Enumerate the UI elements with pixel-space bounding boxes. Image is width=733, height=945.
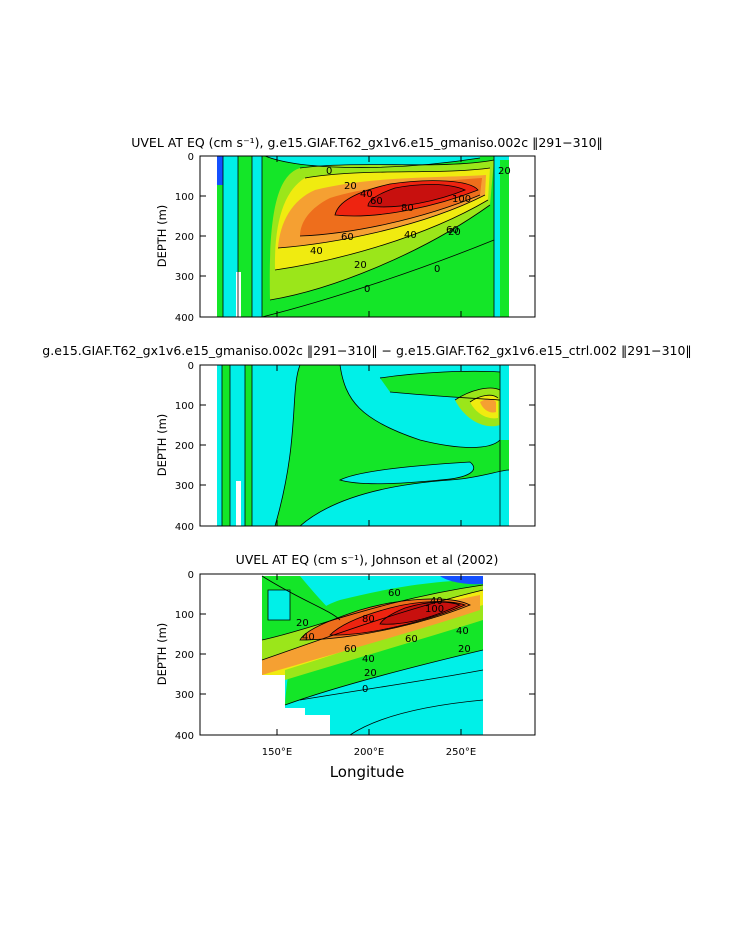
- panel-a-contours: 0 20 40 60 80 100 60 40 20 0 20 40 60 20…: [200, 156, 535, 317]
- panel-a-clabel: 0: [434, 264, 440, 275]
- panel-a-clabel: 20: [354, 260, 367, 271]
- y-tick-label: 100: [175, 401, 194, 412]
- panel-c-clabel: 60: [405, 634, 418, 645]
- x-tick-label: 200°E: [354, 747, 384, 758]
- panel-a-ylabel: DEPTH (m): [155, 205, 169, 268]
- y-tick-label: 400: [175, 522, 194, 533]
- panel-c-clabel: 0: [362, 684, 368, 695]
- panel-a-clabel: 40: [360, 189, 373, 200]
- panel-c-clabel: 100: [425, 604, 444, 615]
- panel-c-clabel: 20: [296, 618, 309, 629]
- y-tick-label: 300: [175, 272, 194, 283]
- y-tick-label: 300: [175, 690, 194, 701]
- y-tick-label: 200: [175, 232, 194, 243]
- panel-c-clabel: 40: [302, 632, 315, 643]
- y-tick-label: 200: [175, 650, 194, 661]
- y-tick-label: 0: [188, 152, 194, 163]
- y-tick-label: 100: [175, 192, 194, 203]
- panel-c-contours: 20 40 60 80 100 60 40 20 40 60 40 20 0: [200, 574, 535, 735]
- panel-c-clabel: 80: [362, 614, 375, 625]
- panel-a-clabel: 40: [310, 246, 323, 257]
- panel-model-uvel: UVEL AT EQ (cm s⁻¹), g.e15.GIAF.T62_gx1v…: [131, 135, 603, 324]
- panel-b-x-ticks: [276, 365, 462, 526]
- panel-a-clabel: 0: [364, 284, 370, 295]
- panel-c-clabel: 40: [456, 626, 469, 637]
- panel-a-clabel: 100: [452, 194, 471, 205]
- x-tick-label: 250°E: [446, 747, 476, 758]
- panel-a-clabel: 60: [341, 232, 354, 243]
- panel-a-clabel: 20: [448, 227, 461, 238]
- panel-c-y-axis: 0 100 200 300 400 DEPTH (m): [155, 570, 535, 742]
- y-tick-label: 400: [175, 313, 194, 324]
- panel-difference: g.e15.GIAF.T62_gx1v6.e15_gmaniso.002c ‖2…: [42, 343, 691, 533]
- panel-c-clabel: 60: [344, 644, 357, 655]
- panel-c-x-axis: 150°E 200°E 250°E Longitude: [262, 574, 476, 781]
- y-tick-label: 100: [175, 610, 194, 621]
- panel-a-clabel: 20: [498, 166, 511, 177]
- panel-a-clabel: 60: [370, 196, 383, 207]
- panel-a-clabel: 20: [344, 181, 357, 192]
- y-tick-label: 200: [175, 441, 194, 452]
- panel-a-clabel: 0: [326, 166, 332, 177]
- panel-c-title: UVEL AT EQ (cm s⁻¹), Johnson et al (2002…: [236, 552, 499, 567]
- panel-a-clabel: 40: [404, 230, 417, 241]
- panel-b-contours: [200, 365, 535, 526]
- panel-c-clabel: 40: [362, 654, 375, 665]
- panel-c-ylabel: DEPTH (m): [155, 623, 169, 686]
- panel-a-title: UVEL AT EQ (cm s⁻¹), g.e15.GIAF.T62_gx1v…: [131, 135, 603, 150]
- panel-a-clabel: 80: [401, 203, 414, 214]
- y-tick-label: 400: [175, 731, 194, 742]
- x-axis-label: Longitude: [330, 763, 405, 781]
- panel-b-ylabel: DEPTH (m): [155, 414, 169, 477]
- panel-c-clabel: 20: [458, 644, 471, 655]
- panel-c-clabel: 20: [364, 668, 377, 679]
- panel-c-clabel: 60: [388, 588, 401, 599]
- panel-c-clabel: 40: [430, 596, 443, 607]
- y-tick-label: 0: [188, 570, 194, 581]
- panel-b-y-axis: 0 100 200 300 400 DEPTH (m): [155, 361, 535, 533]
- x-tick-label: 150°E: [262, 747, 292, 758]
- panel-b-title: g.e15.GIAF.T62_gx1v6.e15_gmaniso.002c ‖2…: [42, 343, 691, 358]
- panel-a-y-axis: 0 100 200 300 400 DEPTH (m): [155, 152, 535, 324]
- y-tick-label: 0: [188, 361, 194, 372]
- panel-johnson-uvel: UVEL AT EQ (cm s⁻¹), Johnson et al (2002…: [155, 552, 536, 781]
- panel-a-x-ticks: [276, 156, 462, 317]
- panel-a-clabel: 60: [446, 225, 459, 236]
- y-tick-label: 300: [175, 481, 194, 492]
